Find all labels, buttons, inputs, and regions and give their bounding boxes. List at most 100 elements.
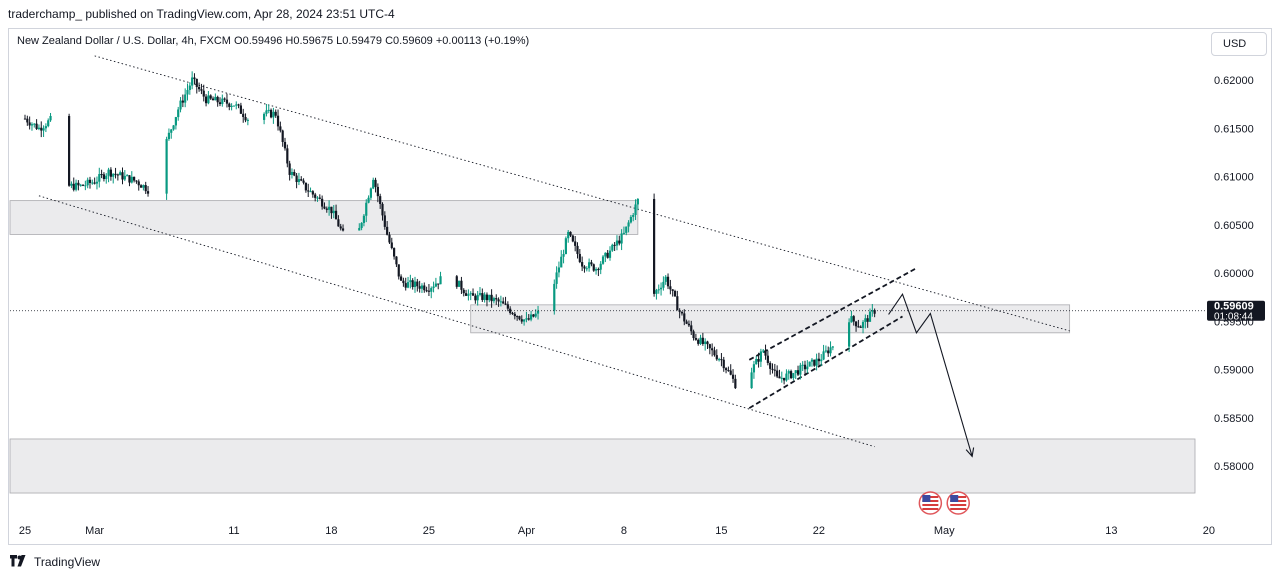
candle-body xyxy=(311,191,314,195)
supply-demand-zones xyxy=(9,200,1196,494)
candle-body xyxy=(474,295,477,301)
candle-body xyxy=(618,240,621,244)
candle-body xyxy=(792,373,795,379)
candle-body xyxy=(30,124,34,126)
candle-body xyxy=(576,245,579,254)
candle-body xyxy=(223,98,226,100)
candle-body xyxy=(513,313,516,317)
candle-body xyxy=(437,283,440,285)
chart-frame xyxy=(8,28,1272,545)
candle-body xyxy=(817,358,821,362)
candle-body xyxy=(318,197,321,199)
candle-body xyxy=(553,283,556,311)
candle-body xyxy=(86,179,89,186)
candle-body xyxy=(126,175,129,177)
candle-body xyxy=(216,96,219,103)
candle-body xyxy=(504,303,507,305)
candle-body xyxy=(592,264,595,271)
candle-body xyxy=(77,182,80,186)
candle-body xyxy=(581,262,584,267)
candle-body xyxy=(123,175,126,180)
candle-body xyxy=(569,231,572,236)
time-tick-label: 18 xyxy=(325,525,337,537)
candle-body xyxy=(803,364,807,370)
candle-body xyxy=(601,256,605,264)
candle-body xyxy=(174,117,177,126)
candle-body xyxy=(100,174,103,176)
candle-body xyxy=(485,294,489,301)
candle-body xyxy=(425,290,428,292)
candle-body xyxy=(622,232,626,234)
us-flag-event-icon xyxy=(946,491,970,515)
candle-body xyxy=(469,293,472,295)
candle-body xyxy=(476,294,479,301)
candle-body xyxy=(288,163,291,175)
zone-box xyxy=(9,438,1196,494)
candle-body xyxy=(362,215,366,223)
candle-body xyxy=(144,185,147,192)
candle-body xyxy=(506,304,509,309)
price-tick-label: 0.62000 xyxy=(1214,75,1254,87)
candle-body xyxy=(868,311,872,322)
candle-body xyxy=(121,172,124,180)
candle-body xyxy=(339,226,342,229)
us-flag-event-icon xyxy=(918,491,943,515)
candle-body xyxy=(309,191,312,193)
candle-body xyxy=(93,182,96,184)
candle-body xyxy=(701,337,704,344)
candle-body xyxy=(28,122,31,126)
candle-body xyxy=(79,184,82,186)
candle-body xyxy=(272,111,275,118)
candle-body xyxy=(276,115,280,127)
candle-body xyxy=(304,182,307,191)
candle-body xyxy=(406,282,410,288)
candle-body xyxy=(207,95,210,104)
candle-body xyxy=(128,175,131,183)
candle-body xyxy=(181,100,184,103)
currency-selector[interactable]: USD xyxy=(1211,32,1267,56)
candle-body xyxy=(671,289,674,291)
candle-body xyxy=(502,301,505,304)
candle-body xyxy=(509,308,512,314)
candle-body xyxy=(341,228,345,231)
candle-body xyxy=(416,281,419,287)
candle-body xyxy=(177,109,180,118)
candle-body xyxy=(699,337,702,344)
candle-body xyxy=(820,359,823,362)
event-markers xyxy=(918,491,970,515)
candle-body xyxy=(165,139,168,194)
publisher-line: traderchamp_ published on TradingView.co… xyxy=(8,7,395,21)
candle-body xyxy=(221,98,224,105)
candle-body xyxy=(520,319,523,322)
candle-body xyxy=(209,95,212,99)
candle-body xyxy=(133,176,136,181)
candle-body xyxy=(70,183,73,186)
candle-body xyxy=(109,169,112,177)
candle-body xyxy=(204,96,208,104)
candle-body xyxy=(112,173,115,177)
candle-body xyxy=(766,355,769,363)
candle-body xyxy=(379,196,382,204)
zone-box xyxy=(9,200,639,235)
candle-body xyxy=(750,372,753,389)
candle-body xyxy=(386,226,389,235)
candle-body xyxy=(225,99,229,104)
candle-body xyxy=(789,371,793,379)
price-tick-label: 0.60500 xyxy=(1214,220,1254,232)
candle-body xyxy=(497,299,500,302)
candle-body xyxy=(490,294,493,302)
candle-body xyxy=(307,190,310,192)
candle-body xyxy=(478,293,482,295)
candle-body xyxy=(813,359,816,366)
candle-body xyxy=(866,318,869,322)
time-tick-label: 8 xyxy=(621,525,627,537)
candle-body xyxy=(74,182,78,190)
candle-body xyxy=(314,194,317,198)
footer: TradingView xyxy=(8,552,100,572)
projection-arrowhead xyxy=(965,447,975,458)
candle-body xyxy=(316,197,319,199)
candle-body xyxy=(727,370,730,372)
footer-brand: TradingView xyxy=(34,555,101,569)
candle-body xyxy=(810,359,814,362)
